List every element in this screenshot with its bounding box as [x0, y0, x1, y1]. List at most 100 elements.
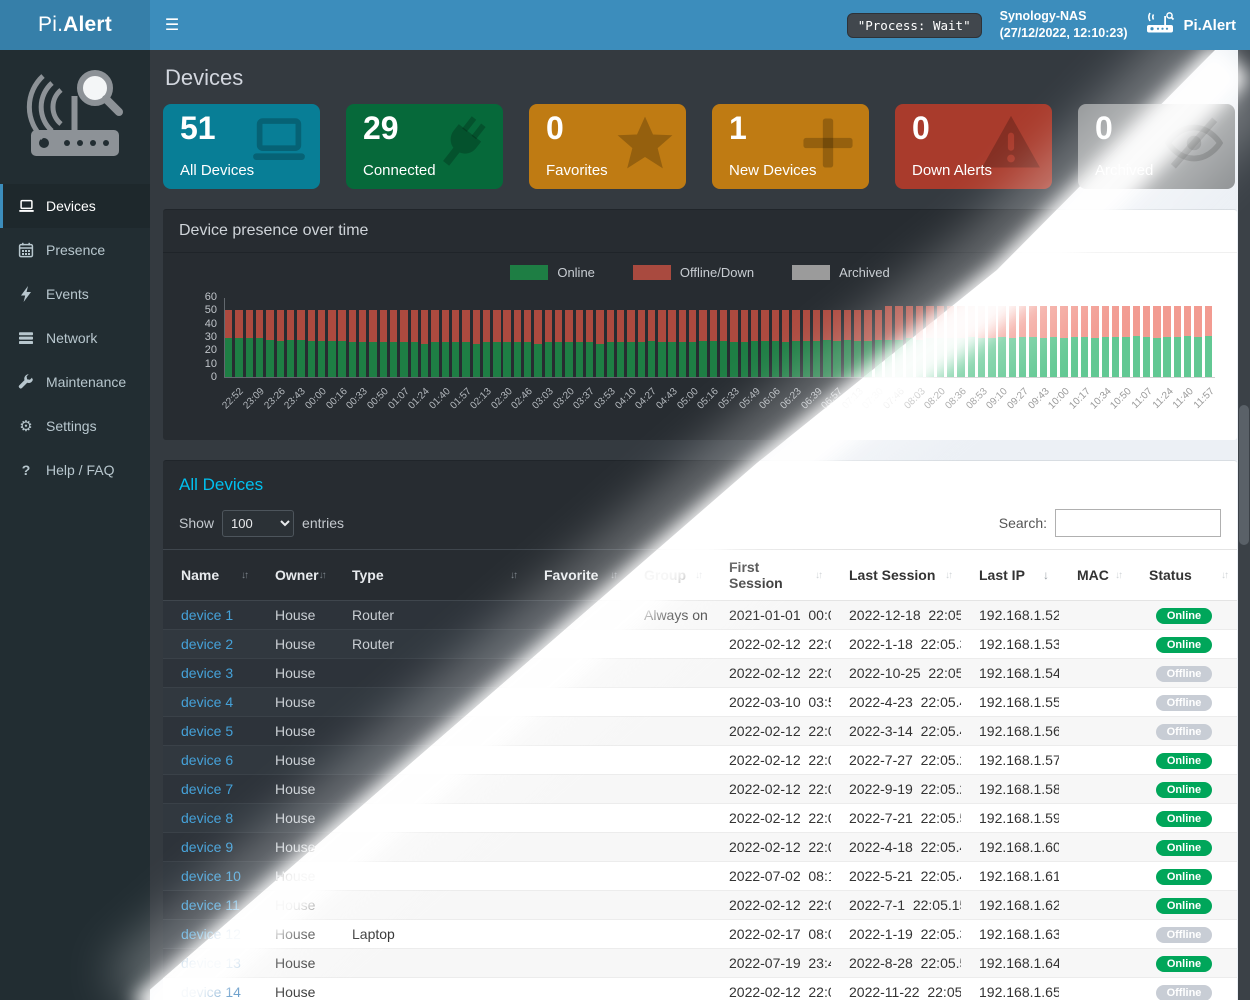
chart-bar	[431, 298, 441, 377]
offline-segment	[483, 310, 490, 342]
sidebar-item-settings[interactable]: ⚙Settings	[0, 404, 150, 448]
device-link[interactable]: device 14	[181, 984, 241, 1000]
online-segment	[792, 341, 799, 377]
online-segment	[978, 338, 985, 377]
page-length-select[interactable]: 100	[222, 510, 294, 537]
chart-bar	[328, 298, 338, 377]
chart-bar	[761, 298, 771, 377]
table-cell: 2022-02-12 22:05	[711, 717, 831, 746]
status-badge: Offline	[1156, 695, 1212, 711]
legend-swatch	[792, 265, 830, 280]
device-link[interactable]: device 1	[181, 607, 233, 623]
hamburger-menu-icon[interactable]: ☰	[150, 0, 194, 50]
device-link[interactable]: device 4	[181, 694, 233, 710]
legend-swatch	[633, 265, 671, 280]
offline-segment	[730, 310, 737, 342]
table-cell	[334, 804, 526, 833]
sidebar-item-presence[interactable]: Presence	[0, 228, 150, 272]
device-link[interactable]: device 7	[181, 781, 233, 797]
device-link[interactable]: device 3	[181, 665, 233, 681]
scrollbar-thumb[interactable]	[1239, 405, 1249, 545]
offline-segment	[596, 310, 603, 343]
summary-card-down-alerts[interactable]: 0Down Alerts	[895, 104, 1052, 189]
chart-bar	[586, 298, 596, 377]
chart-bar	[483, 298, 493, 377]
table-cell	[1059, 891, 1131, 920]
table-cell: 192.168.1.56	[961, 717, 1059, 746]
plug-icon	[431, 112, 493, 174]
sidebar-item-events[interactable]: Events	[0, 272, 150, 316]
table-cell	[1059, 920, 1131, 949]
table-cell: 2022-02-12 22:05	[711, 630, 831, 659]
sidebar-menu: DevicesPresenceEventsNetworkMaintenance⚙…	[0, 184, 150, 492]
offline-segment	[761, 310, 768, 341]
summary-card-connected[interactable]: 29Connected	[346, 104, 503, 189]
sidebar-item-devices[interactable]: Devices	[0, 184, 150, 228]
column-header-status[interactable]: Status↓↑	[1131, 550, 1237, 601]
offline-segment	[751, 310, 758, 341]
chart-bar	[833, 298, 843, 377]
offline-segment	[1071, 306, 1078, 337]
table-cell	[1059, 862, 1131, 891]
vertical-scrollbar[interactable]	[1238, 50, 1250, 1000]
device-link[interactable]: device 8	[181, 810, 233, 826]
device-link[interactable]: device 11	[181, 897, 240, 913]
device-link[interactable]: device 6	[181, 752, 233, 768]
sort-icon: ↓↑	[510, 570, 516, 581]
table-cell	[626, 862, 711, 891]
online-segment	[287, 340, 294, 377]
offline-segment	[607, 310, 614, 342]
online-segment	[534, 344, 541, 377]
status-badge: Offline	[1156, 985, 1212, 1000]
table-cell: House	[257, 891, 334, 920]
table-row: device 11House2022-02-12 22:052022-7-1 2…	[163, 891, 1237, 920]
device-link[interactable]: device 2	[181, 636, 233, 652]
summary-card-favorites[interactable]: 0Favorites	[529, 104, 686, 189]
online-segment	[266, 340, 273, 377]
search-input[interactable]	[1055, 509, 1221, 537]
device-link[interactable]: device 10	[181, 868, 241, 884]
online-segment	[761, 341, 768, 377]
brand-logo[interactable]: Pi.Alert	[0, 0, 150, 50]
summary-card-new-devices[interactable]: 1New Devices	[712, 104, 869, 189]
online-segment	[648, 341, 655, 377]
offline-segment	[503, 310, 510, 342]
column-header-owner[interactable]: Owner↓↑	[257, 550, 334, 601]
column-header-first-session[interactable]: First Session↓↑	[711, 550, 831, 601]
y-tick-label: 10	[179, 358, 217, 370]
table-cell	[626, 891, 711, 920]
legend-label: Offline/Down	[680, 265, 754, 280]
column-header-last-ip[interactable]: Last IP↓	[961, 550, 1059, 601]
table-search: Search:	[999, 509, 1221, 537]
sidebar-item-help-faq[interactable]: ?Help / FAQ	[0, 448, 150, 492]
offline-segment	[710, 310, 717, 341]
offline-segment	[772, 310, 779, 341]
offline-segment	[741, 310, 748, 342]
sidebar-item-maintenance[interactable]: Maintenance	[0, 360, 150, 404]
table-cell: 192.168.1.60	[961, 833, 1059, 862]
device-link[interactable]: device 5	[181, 723, 233, 739]
table-cell: 2022-02-12 22:05	[711, 804, 831, 833]
sidebar-item-network[interactable]: Network	[0, 316, 150, 360]
table-cell: House	[257, 804, 334, 833]
chart-bar	[679, 298, 689, 377]
summary-card-all-devices[interactable]: 51All Devices	[163, 104, 320, 189]
online-segment	[607, 342, 614, 377]
column-header-name[interactable]: Name↓↑	[163, 550, 257, 601]
column-label: Favorite	[544, 567, 598, 583]
online-segment	[720, 341, 727, 377]
device-link[interactable]: device 9	[181, 839, 233, 855]
table-cell: 2022-3-14 22:05.44	[831, 717, 961, 746]
offline-segment	[906, 306, 913, 338]
table-row: device 10House2022-07-02 08:152022-5-21 …	[163, 862, 1237, 891]
chart-bar	[462, 298, 472, 377]
table-cell: Offline	[1131, 978, 1237, 1000]
column-header-type[interactable]: Type↓↑	[334, 550, 526, 601]
table-cell: device 2	[163, 630, 257, 659]
column-header-last-session[interactable]: Last Session↓↑	[831, 550, 961, 601]
online-segment	[421, 344, 428, 377]
column-header-mac[interactable]: MAC↓↑	[1059, 550, 1131, 601]
device-link[interactable]: device 13	[181, 955, 241, 971]
table-cell: 2022-1-18 22:05.34	[831, 630, 961, 659]
chart-bar	[545, 298, 555, 377]
